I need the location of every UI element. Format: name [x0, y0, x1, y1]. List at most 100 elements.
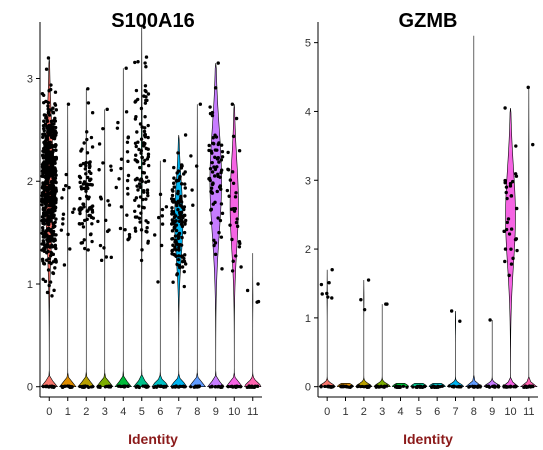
point-cluster-5: [143, 84, 148, 88]
point-cluster-0: [41, 135, 45, 139]
point-cluster-2: [82, 186, 86, 191]
point-cluster-0: [46, 268, 51, 272]
point-cluster-9: [220, 149, 225, 154]
point-cluster-7: [176, 151, 180, 155]
violin-cluster-7: [446, 310, 465, 387]
point-cluster-9: [217, 185, 222, 189]
point-cluster-0: [53, 205, 58, 209]
point-cluster-9: [207, 177, 211, 181]
point-cluster-5: [133, 158, 137, 162]
point-cluster-4: [125, 178, 130, 183]
point-cluster-0: [49, 83, 53, 87]
point-cluster-0: [46, 100, 51, 105]
point-cluster-0: [51, 225, 56, 229]
x-tick-label: 11: [247, 406, 258, 418]
point-zero-10: [513, 385, 517, 389]
point-cluster-10: [228, 178, 233, 182]
point-cluster-0: [54, 217, 58, 221]
point-zero-11: [247, 384, 251, 389]
point-cluster-1: [66, 102, 71, 106]
point-cluster-0: [44, 67, 49, 71]
point-cluster-10: [235, 224, 240, 229]
point-cluster-9: [217, 141, 221, 145]
point-cluster-0: [44, 202, 48, 206]
point-cluster-7: [171, 243, 175, 247]
point-cluster-4: [124, 110, 129, 114]
point-cluster-3: [104, 218, 108, 223]
point-cluster-9: [208, 105, 212, 109]
point-cluster-10: [514, 237, 519, 241]
point-cluster-0: [41, 277, 45, 281]
point-cluster-0: [48, 216, 53, 221]
point-cluster-2: [78, 180, 82, 185]
point-cluster-7: [173, 253, 177, 257]
point-cluster-7: [180, 254, 184, 258]
point-cluster-3: [385, 302, 389, 306]
point-cluster-7: [182, 205, 187, 209]
point-cluster-2: [87, 165, 92, 170]
point-zero-5: [143, 384, 148, 388]
point-cluster-7: [174, 228, 179, 233]
point-cluster-0: [47, 208, 51, 212]
point-cluster-10: [237, 245, 242, 249]
point-cluster-9: [219, 143, 224, 147]
point-zero-6: [152, 385, 156, 390]
point-cluster-5: [135, 130, 139, 134]
x-tick-label: 4: [397, 406, 403, 418]
point-cluster-5: [146, 163, 151, 168]
point-cluster-3: [109, 168, 113, 172]
y-tick-label: 2: [27, 176, 33, 188]
point-cluster-0: [40, 225, 45, 230]
point-zero-8: [476, 385, 480, 389]
violin-cluster-8: [464, 35, 483, 387]
x-tick-label: 11: [523, 406, 534, 418]
point-cluster-7: [178, 203, 183, 208]
point-cluster-9: [220, 168, 224, 172]
point-cluster-0: [46, 56, 51, 60]
point-zero-6: [434, 385, 438, 389]
point-cluster-10: [229, 207, 234, 211]
point-cluster-10: [508, 184, 513, 188]
point-zero-9: [210, 384, 214, 389]
y-tick-label: 0: [27, 382, 33, 394]
x-tick-label: 7: [176, 406, 182, 418]
point-zero-7: [455, 385, 459, 389]
point-cluster-6: [157, 215, 161, 220]
point-cluster-0: [54, 200, 58, 205]
point-cluster-10: [234, 116, 239, 121]
point-cluster-5: [142, 129, 147, 134]
point-cluster-0: [52, 156, 57, 160]
point-cluster-3: [96, 219, 100, 224]
point-cluster-7: [183, 222, 187, 226]
point-cluster-7: [177, 254, 181, 258]
violin-cluster-10: [501, 107, 520, 387]
point-cluster-0: [42, 140, 46, 145]
point-cluster-7: [172, 165, 176, 170]
point-cluster-11: [256, 299, 261, 304]
point-cluster-5: [145, 191, 150, 195]
point-cluster-3: [98, 195, 103, 199]
point-cluster-0: [54, 197, 58, 201]
point-cluster-8: [189, 154, 193, 158]
point-cluster-5: [133, 229, 138, 233]
point-cluster-2: [84, 172, 88, 176]
point-cluster-0: [48, 280, 53, 284]
point-zero-6: [440, 384, 444, 388]
point-cluster-5: [140, 248, 144, 252]
point-cluster-10: [227, 194, 231, 198]
point-cluster-0: [44, 137, 48, 141]
point-cluster-10: [234, 254, 238, 258]
point-zero-7: [458, 385, 462, 389]
point-cluster-0: [44, 179, 48, 184]
point-cluster-0: [53, 257, 58, 262]
point-cluster-5: [146, 123, 150, 128]
point-cluster-0: [45, 119, 50, 124]
point-cluster-0: [46, 107, 50, 111]
point-cluster-7: [183, 253, 187, 257]
point-cluster-7: [182, 284, 186, 289]
point-cluster-4: [118, 226, 123, 231]
point-cluster-0: [41, 149, 45, 153]
x-tick-label: 9: [213, 406, 219, 418]
point-zero-9: [496, 384, 500, 388]
violin-cluster-0: [318, 269, 336, 387]
